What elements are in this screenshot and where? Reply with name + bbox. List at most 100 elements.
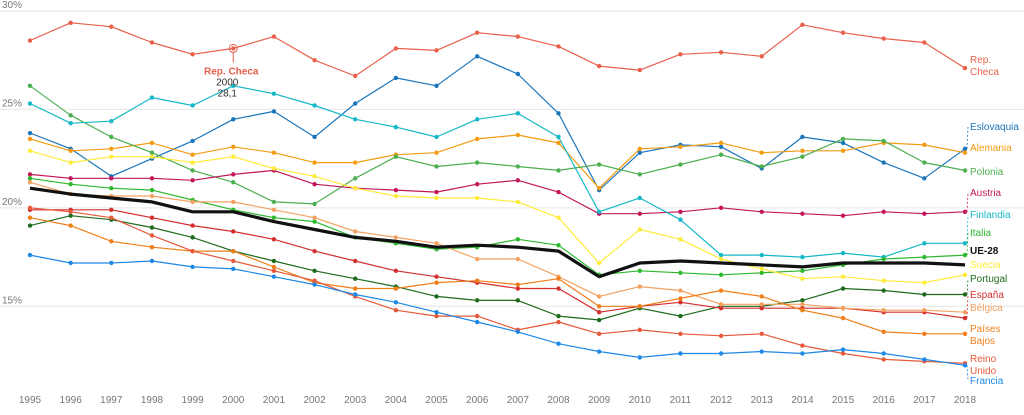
data-point <box>149 176 155 181</box>
data-point <box>190 152 195 157</box>
data-point <box>596 162 602 167</box>
series-label: Alemania <box>970 143 1012 154</box>
data-point <box>515 256 521 262</box>
data-point <box>678 313 683 319</box>
series-line <box>29 217 965 335</box>
data-point <box>556 286 561 291</box>
series-suecia <box>27 148 968 285</box>
data-point <box>393 193 399 199</box>
data-point <box>68 176 73 181</box>
data-point <box>149 150 155 155</box>
data-point <box>271 34 277 39</box>
data-point <box>596 63 602 69</box>
data-point <box>393 46 399 51</box>
data-point <box>271 264 277 270</box>
data-point <box>27 136 33 142</box>
data-point <box>434 150 439 155</box>
data-point <box>27 252 33 258</box>
series-label: Italia <box>970 228 992 239</box>
data-point <box>556 319 561 325</box>
series-line <box>29 22 966 77</box>
data-point <box>759 54 764 59</box>
data-point <box>718 306 724 311</box>
data-point <box>556 276 561 281</box>
data-point <box>881 357 886 362</box>
series-label-line: Bajos <box>970 336 995 347</box>
data-point <box>637 146 642 151</box>
data-point <box>109 119 114 124</box>
data-point <box>353 229 358 234</box>
data-point <box>800 154 805 159</box>
data-point <box>759 164 764 169</box>
x-tick-label: 2004 <box>385 395 408 406</box>
series-line <box>29 177 966 276</box>
data-point <box>515 237 521 242</box>
data-point <box>922 160 927 165</box>
data-point <box>231 144 236 150</box>
data-point <box>515 164 521 169</box>
data-point <box>515 132 521 138</box>
data-point <box>678 144 683 150</box>
data-point <box>434 241 439 246</box>
data-point <box>312 174 317 179</box>
series-label: Francia <box>970 376 1004 387</box>
series-label: Finlandia <box>970 210 1011 221</box>
data-point <box>190 223 195 228</box>
x-tick-label: 1996 <box>60 395 83 406</box>
data-point <box>27 215 33 220</box>
data-point <box>637 284 642 289</box>
series-polonia <box>27 83 968 207</box>
data-point <box>718 50 724 55</box>
series-label-line: Reino <box>970 354 997 365</box>
data-point <box>68 160 73 165</box>
data-point <box>393 154 399 159</box>
data-point <box>718 333 724 338</box>
data-point <box>434 313 439 319</box>
data-point <box>881 278 886 283</box>
data-point <box>68 213 73 218</box>
data-point <box>718 152 724 157</box>
series-label-line: Austria <box>970 188 1002 199</box>
data-point <box>840 140 846 146</box>
data-point <box>27 176 33 181</box>
data-point <box>271 207 277 213</box>
data-point <box>881 288 886 293</box>
series-line <box>29 150 966 284</box>
data-point <box>881 36 886 41</box>
data-point <box>840 315 846 321</box>
data-point <box>881 256 886 262</box>
series-line <box>29 254 966 366</box>
x-tick-label: 2006 <box>466 395 489 406</box>
data-point <box>353 117 358 122</box>
series-reino-unido <box>27 205 968 366</box>
series-lines <box>27 20 968 368</box>
series-label: Portugal <box>970 274 1007 285</box>
data-point <box>800 22 805 27</box>
data-point <box>596 209 602 214</box>
data-point <box>840 306 846 311</box>
data-point <box>149 40 155 45</box>
data-point <box>271 150 277 155</box>
data-point <box>556 111 561 116</box>
data-point <box>962 363 968 368</box>
label-leader <box>966 126 969 149</box>
series-line <box>29 186 966 279</box>
data-point <box>109 185 114 191</box>
series-label-line: Checa <box>970 67 999 78</box>
data-point <box>922 211 927 216</box>
data-point <box>474 195 480 201</box>
data-point <box>637 304 642 309</box>
data-point <box>190 168 195 173</box>
data-point <box>556 168 561 173</box>
data-point <box>434 134 439 140</box>
y-axis-ticks: 15% 20% 25% 30% <box>2 0 22 306</box>
series-line <box>29 134 966 189</box>
data-point <box>800 343 805 348</box>
x-tick-label: 2003 <box>344 395 367 406</box>
data-point <box>271 109 277 114</box>
data-point <box>312 248 317 254</box>
data-point <box>434 280 439 285</box>
data-point <box>312 134 317 140</box>
data-point <box>149 154 155 159</box>
y-tick-label: 20% <box>2 197 22 208</box>
